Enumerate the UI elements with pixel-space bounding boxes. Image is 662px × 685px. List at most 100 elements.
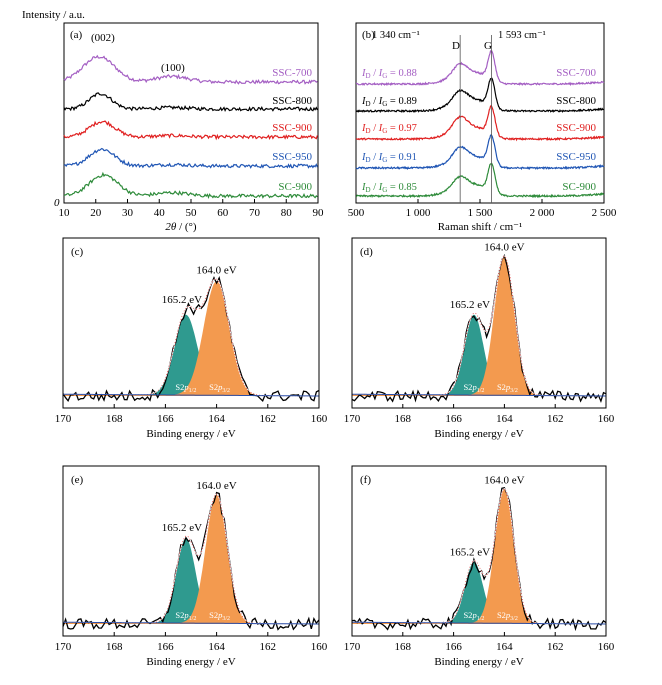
panel-f-xtick-label: 164	[496, 641, 513, 653]
panel-f-frame	[351, 465, 607, 637]
panel-b-xtick-label: 1 500	[468, 207, 493, 219]
panel-e-xtick-label: 162	[260, 641, 277, 653]
panel-b-series-ssc-700	[356, 49, 605, 87]
panel-d-xtick-label: 168	[395, 413, 412, 425]
panel-f-xtick-label: 166	[445, 641, 462, 653]
panel-c-xtick-label: 170	[55, 413, 72, 425]
panel-b-series-label-sc900: SC-900	[562, 181, 596, 193]
panel-a-series-ssc-700	[63, 54, 318, 85]
panel-b-ratio-label: ID / IG = 0.97	[361, 123, 417, 135]
xps-peak-label-165: 165.2 eV	[162, 294, 202, 306]
panel-b-xtick-label: 2 000	[530, 207, 555, 219]
panel-e-frame	[62, 465, 320, 637]
panel-b-ratio-label: ID / IG = 0.85	[361, 182, 417, 194]
panel-a-xlabel: 2θ / (°)	[165, 221, 197, 233]
panel-b-xtick-label: 2 500	[592, 207, 617, 219]
panel-c-xtick-label: 168	[106, 413, 123, 425]
panel-a-series-ssc-900	[63, 120, 318, 141]
panel-b-series-ssc-950	[355, 133, 605, 171]
xps-peak-label-165: 165.2 eV	[162, 522, 202, 534]
panel-c-frame	[62, 237, 320, 409]
panel-a-xtick-label: 30	[122, 207, 134, 219]
panel-e-xtick-label: 168	[106, 641, 123, 653]
panel-e-xtick-label: 170	[55, 641, 72, 653]
panel-b: (b) 500 1 000 1 500 2 000 2 500 1 340 cm⁻¹ 1…	[348, 22, 617, 233]
panel-b-series-sc-900	[356, 162, 605, 199]
panel-b-series-ssc-900	[355, 104, 605, 142]
panel-e-xtick-label: 160	[311, 641, 328, 653]
panel-b-xtick-label: 1 000	[406, 207, 431, 219]
xps-component-s2p12	[352, 314, 606, 396]
xps-peak-label-164: 164.0 eV	[196, 480, 236, 492]
panel-e-label: (e)	[71, 474, 84, 486]
panel-e-xtick-label: 166	[157, 641, 174, 653]
panel-b-g-band: G	[484, 40, 492, 52]
panel-c-xtick-label: 162	[260, 413, 277, 425]
panel-e-xlabel: Binding energy / eV	[146, 656, 235, 668]
xps-peak-label-164: 164.0 eV	[196, 265, 236, 277]
xps-baseline	[62, 621, 319, 625]
xps-component-s2p12	[63, 314, 319, 396]
panel-b-d-position: 1 340 cm⁻¹	[372, 30, 420, 41]
xps-peak-label-164: 164.0 eV	[484, 242, 524, 254]
panel-b-series-label-ssc950: SSC-950	[556, 151, 596, 163]
panel-b-d-band: D	[452, 40, 460, 52]
panel-a-series-label-ssc700: SSC-700	[272, 67, 312, 79]
panel-a-xtick-label: 80	[281, 207, 293, 219]
panel-d-label: (d)	[360, 246, 373, 258]
panel-a-series-label-ssc950: SSC-950	[272, 151, 312, 163]
panel-c-xlabel: Binding energy / eV	[146, 428, 235, 440]
panel-a-ylabel: Intensity / a.u.	[22, 9, 85, 21]
panel-b-g-position: 1 593 cm⁻¹	[498, 30, 546, 41]
panel-b-ratio-label: ID / IG = 0.89	[361, 96, 417, 108]
panel-c-xtick-label: 166	[157, 413, 174, 425]
panel-f-xtick-label: 168	[395, 641, 412, 653]
xps-component-s2p12	[352, 561, 606, 624]
panel-a-origin: 0	[54, 197, 60, 209]
panel-a-series-ssc-800	[63, 92, 318, 112]
panel-a-series-sc-900	[63, 171, 318, 199]
xps-baseline	[62, 393, 319, 397]
panel-b-ratio-label: ID / IG = 0.88	[361, 68, 417, 80]
panel-f-xlabel: Binding energy / eV	[434, 656, 523, 668]
panel-c-xtick-label: 160	[311, 413, 328, 425]
panel-e-xtick-label: 164	[208, 641, 225, 653]
xps-peak-label-165: 165.2 eV	[450, 299, 490, 311]
panel-b-series-label-ssc700: SSC-700	[556, 67, 596, 79]
panel-a-xtick-label: 50	[186, 207, 198, 219]
panel-d-xtick-label: 162	[547, 413, 564, 425]
xps-component-s2p12	[63, 538, 319, 624]
panel-d-xtick-label: 166	[445, 413, 462, 425]
panel-f-xtick-label: 160	[598, 641, 615, 653]
panel-b-series-label-ssc900: SSC-900	[556, 122, 596, 134]
panel-b-series-label-ssc800: SSC-800	[556, 95, 596, 107]
panel-a-series-label-sc900: SC-900	[278, 181, 312, 193]
panel-b-xtick-label: 500	[348, 207, 365, 219]
panel-b-frame	[355, 22, 605, 204]
panel-a-xtick-label: 40	[154, 207, 166, 219]
xps-raw-spectrum	[351, 486, 607, 632]
panel-b-series-ssc-800	[355, 77, 605, 114]
panel-a-xtick-label: 20	[90, 207, 102, 219]
panel-a-series-label-ssc800: SSC-800	[272, 95, 312, 107]
panel-a-xtick-label: 70	[249, 207, 261, 219]
panel-a-annot-100: (100)	[161, 62, 185, 74]
panel-f-xtick-label: 170	[344, 641, 361, 653]
panel-a-xtick-label: 60	[217, 207, 229, 219]
xps-peak-label-164: 164.0 eV	[484, 474, 524, 486]
panel-d-xtick-label: 164	[496, 413, 513, 425]
panel-d-xtick-label: 170	[344, 413, 361, 425]
panel-a-series-ssc-950	[63, 147, 318, 169]
panel-a-xtick-label: 90	[313, 207, 325, 219]
panel-a-label: (a)	[70, 29, 83, 41]
panel-c-label: (c)	[71, 246, 84, 258]
panel-d-xlabel: Binding energy / eV	[434, 428, 523, 440]
panel-c-xtick-label: 164	[208, 413, 225, 425]
panel-a-annot-002: (002)	[91, 32, 115, 44]
panel-d-xtick-label: 160	[598, 413, 615, 425]
